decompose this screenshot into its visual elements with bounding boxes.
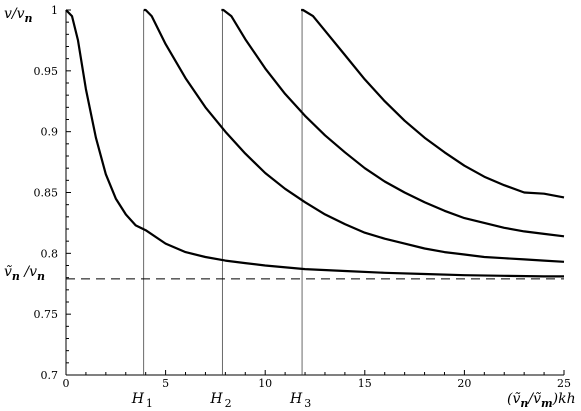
series-line <box>301 8 565 199</box>
series-line <box>221 8 565 238</box>
x-axis-label-end: )kh <box>552 391 576 407</box>
series-line <box>65 9 564 278</box>
x-axis-label: (ṽn/ṽm)kh <box>507 391 576 410</box>
asymptote-label-rest: /v <box>20 264 37 280</box>
y-tick-label: 0.8 <box>41 247 59 260</box>
x-axis-label-sub2: m <box>541 397 553 410</box>
x-tick-label: 0 <box>63 377 70 390</box>
asymptote-label: ṽn /vn <box>4 264 45 283</box>
axes <box>65 9 565 376</box>
marker-subscript: 1 <box>146 397 153 410</box>
x-tick-label: 15 <box>358 377 372 390</box>
x-axis-label-sub1: n <box>520 397 528 410</box>
y-axis-label-sub: n <box>25 12 33 25</box>
y-tick-label: 0.85 <box>34 187 59 200</box>
x-axis-label-mid: /ṽ <box>526 391 541 407</box>
x-tick-label: 25 <box>557 377 571 390</box>
series-line <box>143 8 565 263</box>
x-tick-label: 20 <box>457 377 471 390</box>
marker-subscript: 2 <box>225 397 232 410</box>
asymptote-label-sub: n <box>12 270 20 283</box>
chart-marks <box>65 8 565 375</box>
y-axis-label: v/vn <box>4 6 33 25</box>
y-tick-label: 0.7 <box>41 369 59 382</box>
asymptote-label-sub2: n <box>37 270 45 283</box>
y-tick-label: 0.9 <box>41 126 59 139</box>
x-tick-label: 5 <box>162 377 169 390</box>
y-tick-label: 0.95 <box>34 65 59 78</box>
y-tick-label: 0.75 <box>34 308 59 321</box>
y-tick-label: 1 <box>51 4 58 17</box>
marker-subscript: 3 <box>304 397 311 410</box>
x-tick-label: 10 <box>258 377 272 390</box>
